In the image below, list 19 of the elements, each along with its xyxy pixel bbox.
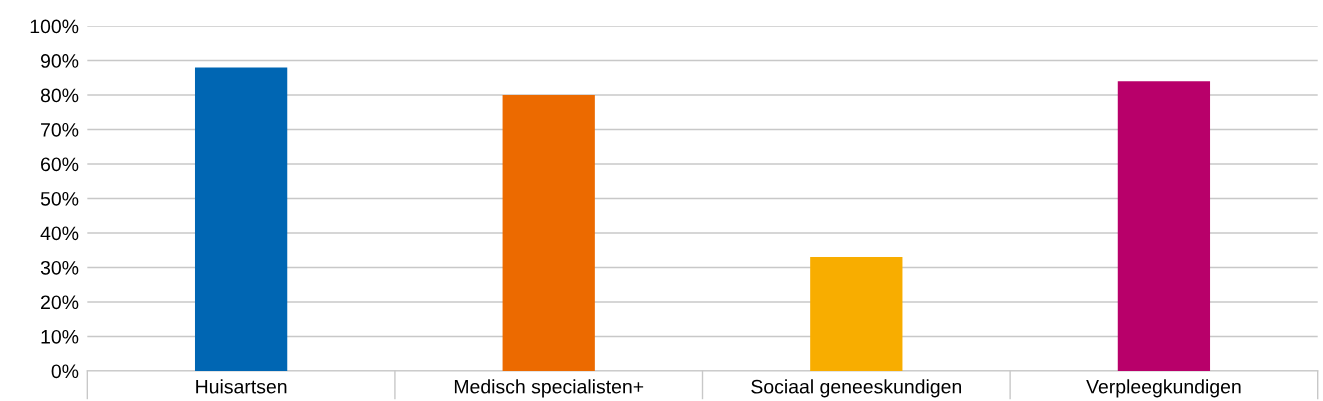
y-tick-label: 50% [40,191,79,206]
y-tick-label: 100% [30,19,79,34]
y-tick-label: 0% [51,364,79,379]
y-tick-label: 20% [41,295,79,310]
bar [1117,81,1211,371]
y-tick-label: 70% [41,122,79,137]
y-tick-label: 80% [40,88,79,103]
bar [194,67,288,371]
y-tick-label: 60% [41,157,79,172]
y-tick-label: 90% [40,54,79,68]
x-tick-label: Huisartsen [196,379,287,394]
x-tick-label: Sociaal geneeskundigen [751,379,961,398]
y-tick-label: 30% [40,260,79,275]
x-tick-label: Medisch specialisten+ [454,379,644,398]
x-tick-label: Verpleegkundigen [1086,379,1241,398]
bar [502,95,595,371]
y-tick-label: 10% [41,329,79,344]
y-tick-label: 40% [40,226,79,241]
bar [810,257,903,371]
